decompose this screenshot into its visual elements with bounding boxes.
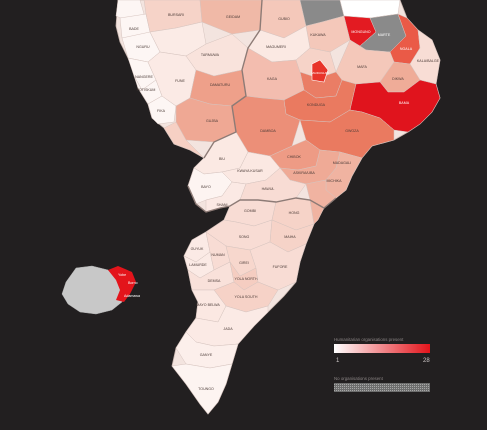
region-label: MAGUMERI (266, 45, 286, 49)
region-label: GUYUK (191, 247, 204, 251)
region-fufore: FUFORE (249, 241, 307, 291)
region-label: KONDUGA (307, 103, 326, 107)
region-label: GIREI (239, 261, 249, 265)
region-label: MAFA (357, 65, 367, 69)
region-label: KUKAWA (310, 33, 326, 37)
region-label: GOMBI (244, 209, 256, 213)
region-label: JADA (223, 327, 233, 331)
inset-map: Yobe Borno Adamawa (61, 265, 140, 315)
inset-label-adamawa: Adamawa (124, 294, 140, 298)
region-label: MAIHA (284, 235, 296, 239)
region-label: POTISKUM (137, 88, 156, 92)
legend-min: 1 (336, 358, 340, 364)
region-label: BIU (219, 157, 225, 161)
legend: Humanitarian organisations present 1 28 … (334, 337, 430, 392)
region-label: NGALA (400, 47, 413, 51)
inset-label-borno: Borno (128, 281, 138, 285)
region-label: BURSARI (168, 13, 184, 17)
legend-title: Humanitarian organisations present (334, 337, 404, 342)
region-label: MAIDUGURI (311, 71, 328, 75)
region-label: GEIDAM (226, 15, 240, 19)
state-boundary (203, 0, 263, 159)
region-label: BAMA (399, 101, 410, 105)
region-label: NANGERE (135, 75, 153, 79)
state-boundary (187, 185, 337, 213)
inset-label-yobe: Yobe (118, 273, 126, 277)
region-label: KALA/BALGE (417, 59, 440, 63)
region-label: GANYE (200, 353, 213, 357)
region-label: MAYO BELWA (196, 303, 220, 307)
region-label: MADAGALI (333, 161, 352, 165)
region-label: TARMUWA (201, 53, 220, 57)
legend-no-org-label: No organisations present (334, 376, 384, 381)
region-label: TOUNGO (198, 387, 214, 391)
region-label: NUMAN (211, 253, 225, 257)
region-label: KWAYA KUSAR (237, 169, 263, 173)
region-label: MARTE (378, 33, 391, 37)
region-label: KAGA (267, 77, 278, 81)
legend-max: 28 (423, 358, 430, 364)
region-label: GUBIO (278, 17, 290, 21)
region-label: DEMSA (208, 279, 221, 283)
region-label: GWOZA (345, 129, 359, 133)
region-label: MONGUNO (351, 30, 370, 34)
region-label: DAMBOA (260, 129, 276, 133)
region-label: HAWUL (262, 187, 275, 191)
region-label: ASKIRA/UBA (293, 171, 315, 175)
region-label: HONG (289, 211, 300, 215)
region-label: SHANI (217, 203, 228, 207)
region-maiduguri: MAIDUGURI (311, 59, 329, 83)
region-label: NGURU (136, 45, 150, 49)
region-label: YOLA SOUTH (235, 295, 258, 299)
region-label: DIKWA (392, 77, 404, 81)
region-label: GUJBA (206, 119, 219, 123)
region-label: LAMURDE (189, 263, 207, 267)
region-toungo: TOUNGO (171, 363, 233, 415)
legend-no-org-swatch (334, 383, 430, 392)
region-label: SONG (239, 235, 250, 239)
region-label: CHIBOK (287, 155, 301, 159)
region-label: DAMATURU (210, 83, 231, 87)
inset-highlight-states (108, 266, 136, 302)
legend-color-scale (334, 344, 430, 353)
region-label: BADE (129, 27, 139, 31)
region-label: MICHIKA (327, 179, 343, 183)
region-label: FUNE (175, 79, 185, 83)
region-label: YOLA NORTH (234, 277, 258, 281)
region-geidam: GEIDAM (199, 0, 263, 35)
region-label: FUFORE (273, 265, 288, 269)
region-label: FIKA (157, 109, 166, 113)
region-label: BAYO (201, 185, 211, 189)
